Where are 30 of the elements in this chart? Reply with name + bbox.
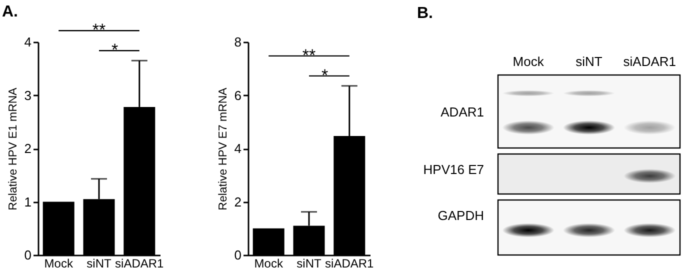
annotation: * [321,66,328,85]
y-tick-label: 0 [24,248,32,262]
category-label: ADAR1 [440,104,484,120]
annotation: * [111,40,118,60]
x-tick-label: siADAR1 [325,256,374,270]
category-label: Mock [512,54,544,69]
x-tick-label: Mock [254,256,284,270]
y-tick-label: 4 [234,141,242,156]
category-label: HPV16 E7 [423,162,484,177]
y-tick-label: 1 [24,194,32,210]
category-label: siNT [576,54,602,69]
y-tick-label: 8 [234,34,242,50]
x-tick-label: siNT [86,256,112,270]
y-tick-label: 4 [24,34,32,50]
y-axis-title: Relative HPV E1 mRNA [7,87,20,210]
y-tick-label: 2 [234,194,242,210]
x-tick-label: siADAR1 [115,256,164,270]
y-tick-label: 2 [24,141,32,156]
category-label: GAPDH [438,208,484,223]
x-tick-label: Mock [44,256,74,270]
x-tick-label: siNT [296,256,322,270]
category-label: siADAR1 [623,54,676,69]
y-tick-label: 0 [234,248,242,262]
chart-title: A. [2,4,18,21]
y-axis-title: Relative HPV E7 mRNA [217,87,230,210]
y-tick-label: 3 [24,88,32,103]
annotation: ** [302,46,316,65]
text: B. [417,5,433,22]
y-tick-label: 6 [234,88,242,103]
text: ** [92,20,106,40]
